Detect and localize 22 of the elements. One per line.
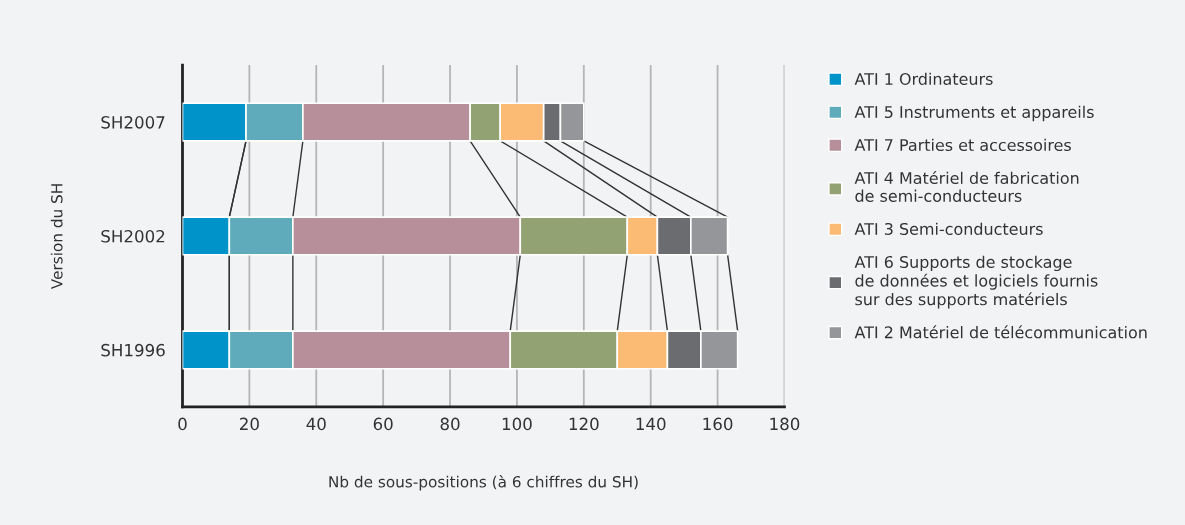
x-tick-label: 100	[502, 417, 532, 431]
x-tick-label: 80	[440, 417, 460, 431]
x-tick-label: 40	[306, 417, 326, 431]
legend-label: ATI 6 Supports de stockage de données et logiciels fournis sur des supports matériels	[854, 255, 1098, 309]
y-tick-label: SH2007	[101, 116, 165, 129]
x-tick-label: 140	[636, 417, 666, 431]
legend-label: ATI 7 Parties et accessoires	[854, 138, 1071, 152]
legend-label: ATI 2 Matériel de télécommunication	[854, 325, 1147, 339]
x-tick-label: 120	[569, 417, 599, 431]
legend-label: ATI 4 Matériel de fabrication de semi-conducteurs	[854, 171, 1079, 202]
x-tick-label: 180	[770, 417, 800, 431]
legend-label: ATI 1 Ordinateurs	[854, 72, 993, 85]
y-axis-title: Version du SH	[50, 184, 63, 290]
x-tick-label: 20	[239, 417, 259, 431]
x-tick-label: 0	[178, 417, 187, 431]
y-tick-label: SH2002	[101, 229, 165, 243]
y-tick-label: SH1996	[101, 343, 165, 357]
x-axis-title: Nb de sous-positions (à 6 chiffres du SH)	[329, 475, 638, 491]
x-tick-label: 160	[703, 417, 733, 431]
legend-label: ATI 5 Instruments et appareils	[854, 105, 1094, 122]
x-tick-label: 60	[373, 417, 393, 431]
legend-label: ATI 3 Semi-conducteurs	[854, 222, 1043, 235]
